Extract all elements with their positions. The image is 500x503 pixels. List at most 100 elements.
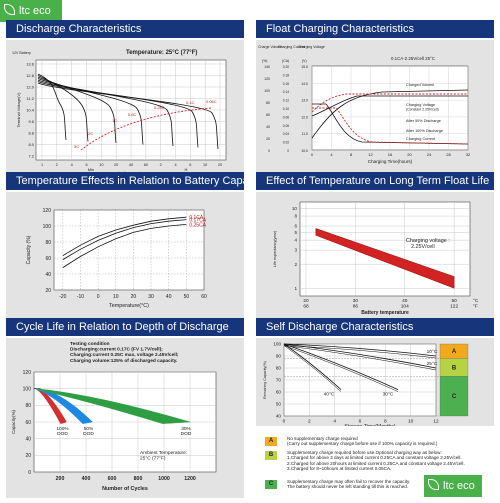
x-tick-label: 200 — [56, 476, 65, 482]
series-label: 40°C — [324, 392, 335, 398]
x-tick-label: 30 — [148, 294, 154, 300]
x-axis-label: Storage Time(Months) — [344, 424, 396, 426]
charged-volume-curve — [311, 89, 469, 139]
y-tick-label: 70 — [276, 378, 282, 383]
x-unit-c: °C — [473, 298, 479, 304]
curve-label: 0.05C — [206, 99, 217, 104]
float-life-chart: 1 2 3 4 5 6 8 10 20 68 30 86 40 104 50 122 °C °F Life expe… — [256, 192, 494, 324]
series-line — [62, 219, 187, 260]
x-tick-label: 40 — [129, 163, 133, 167]
x-tick-label-f: 104 — [401, 304, 409, 310]
zone-label: C — [452, 394, 457, 400]
voltage-100-curve — [311, 95, 468, 117]
after-100-label: After 100% Discharge — [406, 129, 443, 133]
x-tick-label: 800 — [134, 476, 143, 482]
y-tick-label: 7.2 — [28, 154, 34, 159]
series-line — [283, 343, 437, 357]
y-tick-voltage: 13.0 — [301, 99, 308, 103]
series-label: 30°C — [383, 392, 394, 398]
plot-area — [53, 209, 205, 291]
x-tick-label: 4 — [330, 152, 333, 157]
panel-title: Float Charging Characteristics — [256, 20, 494, 38]
dod-label: 30% — [181, 426, 191, 432]
y-tick-label: 100 — [23, 386, 32, 392]
dod-label: 100% — [56, 426, 69, 432]
x-tick-label: -20 — [59, 294, 66, 300]
series-line — [62, 224, 187, 268]
y-tick-label: 80 — [45, 240, 51, 246]
x-tick-label: 40 — [166, 294, 172, 300]
discharge-curve — [37, 78, 144, 145]
series-line-band — [283, 345, 399, 392]
y-tick-label: 9.6 — [28, 119, 34, 124]
y-tick-label: 20 — [25, 453, 31, 459]
y-tick-label: 8.0 — [28, 142, 34, 147]
y-tick-label: 0 — [28, 470, 31, 476]
x-tick-label: 10 — [99, 163, 103, 167]
y-tick-label: 12.0 — [26, 85, 35, 90]
x-tick-label: 20 — [131, 294, 137, 300]
ambient-value: 25°C (77°F) — [140, 456, 166, 462]
float-charging-chart: 0.1CA-2.25V/cell 25°C Charge Volume Chargi… — [256, 40, 494, 172]
y-tick-current: 0.18 — [283, 73, 289, 77]
y-tick-voltage: 10.0 — [301, 149, 308, 153]
x-tick-label-f: 86 — [353, 304, 359, 310]
charging-voltage-label-note: (Constant 2.25V/cell) — [406, 108, 439, 112]
panel-title: Discharge Characteristics — [6, 20, 244, 38]
x-axis-label: Battery temperature — [361, 310, 409, 316]
charging-current-curve — [312, 103, 469, 145]
panel-cycle-life: Cycle Life in Relation to Depth of Disch… — [6, 318, 244, 498]
y-tick-label: 100 — [273, 342, 281, 347]
legend-line: 1.Charged for above 3 days at limited cu… — [287, 455, 462, 461]
y-tick-label: 5 — [294, 230, 297, 235]
y-unit-label: 12V Battery — [12, 51, 31, 55]
y-tick-current: 0 — [287, 149, 289, 153]
charged-volume-label: Charged Volume — [406, 83, 434, 87]
y-tick-current: 0.02 — [283, 141, 289, 145]
legend-line: (Carry out supplementary charge before u… — [287, 441, 438, 447]
x-tick-label: 2 — [56, 163, 58, 167]
brand-logo: ltc eco — [0, 0, 62, 22]
x-tick-label: 20 — [407, 152, 412, 157]
x-tick-label: 12 — [368, 152, 373, 157]
y-tick-label: 50 — [276, 402, 282, 407]
x-tick-label: 20 — [218, 163, 222, 167]
curve-label: 0.6C — [128, 112, 137, 117]
curve-label: 1C — [112, 118, 117, 123]
self-discharge-chart-svg: 40 50 60 70 80 90 100 0 2 4 6 8 10 12 Remaining Capaci… — [256, 338, 494, 430]
curve-label: 0.1C — [186, 100, 195, 105]
x-axis-label: Temperature(°C) — [109, 303, 149, 309]
column-header: Charge Volume — [258, 45, 282, 49]
legend-description: Supplementary charge may often fail to r… — [287, 479, 493, 490]
y-tick-voltage: 15.0 — [301, 65, 308, 69]
y-tick-label: 12.8 — [26, 73, 35, 78]
series-line-band — [283, 345, 342, 392]
x-tick-label: 4 — [333, 419, 336, 425]
y-tick-volume: 20 — [266, 137, 270, 141]
x-tick-label: 400 — [82, 476, 91, 482]
x-tick-label-c: 50 — [451, 298, 457, 304]
x-tick-label: 10 — [408, 419, 414, 425]
chart-annotation: 0.1CA-2.25V/cell 25°C — [391, 56, 435, 61]
dod-label-unit: DOD — [83, 431, 94, 437]
y-tick-label: 10.4 — [26, 108, 35, 113]
panel-discharge: Discharge Characteristics Temperature: 2… — [6, 20, 244, 176]
x-unit-label-hour: H — [185, 167, 188, 172]
x-tick-label: 16 — [388, 152, 393, 157]
y-tick-label: 120 — [23, 370, 32, 376]
temperature-capacity-chart-svg: 20 40 60 80 100 120 -20 -10 0 10 20 30 40 50 60 Capacit… — [6, 192, 244, 324]
panel-title: Temperature Effects in Relation to Batte… — [6, 172, 244, 190]
zone-label: B — [452, 365, 457, 371]
y-tick-voltage: 12.0 — [301, 115, 308, 119]
x-unit-f: °F — [473, 304, 478, 310]
y-tick-volume: 60 — [266, 113, 270, 117]
series-label: 0.25CA — [189, 222, 206, 228]
x-tick-label: 8 — [350, 152, 353, 157]
y-tick-current: 0.20 — [283, 65, 289, 69]
x-tick-label: 6 — [189, 163, 191, 167]
x-tick-label: 20 — [114, 163, 118, 167]
y-tick-label: 60 — [276, 390, 282, 395]
test-condition-line: Discharging:current 0.17C (FV 1.7V/cell)… — [70, 347, 163, 353]
